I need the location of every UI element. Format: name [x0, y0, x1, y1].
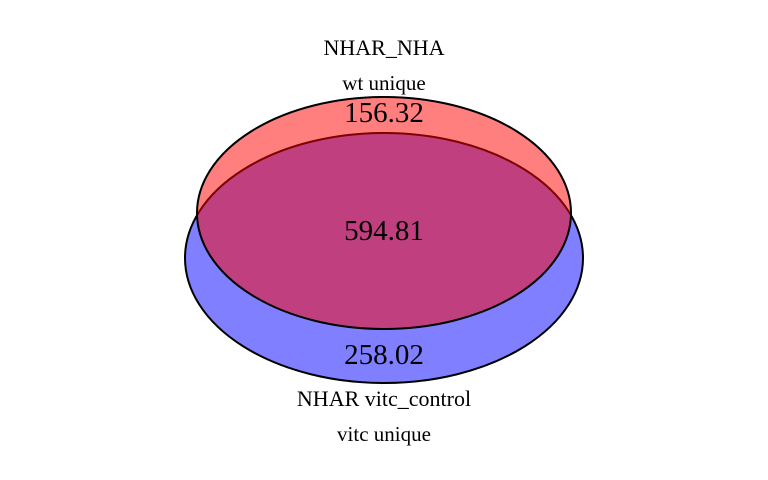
intersection-value: 594.81: [344, 215, 424, 247]
set-b-subtitle: vitc unique: [337, 422, 431, 446]
set-b-title: NHAR vitc_control: [296, 386, 472, 411]
set-a-unique-value: 156.32: [344, 97, 424, 129]
set-a-title: NHAR_NHA: [323, 35, 445, 60]
set-b-unique-value: 258.02: [344, 339, 424, 371]
set-a-subtitle: wt unique: [342, 71, 426, 95]
set-a-ellipse: [196, 96, 572, 330]
